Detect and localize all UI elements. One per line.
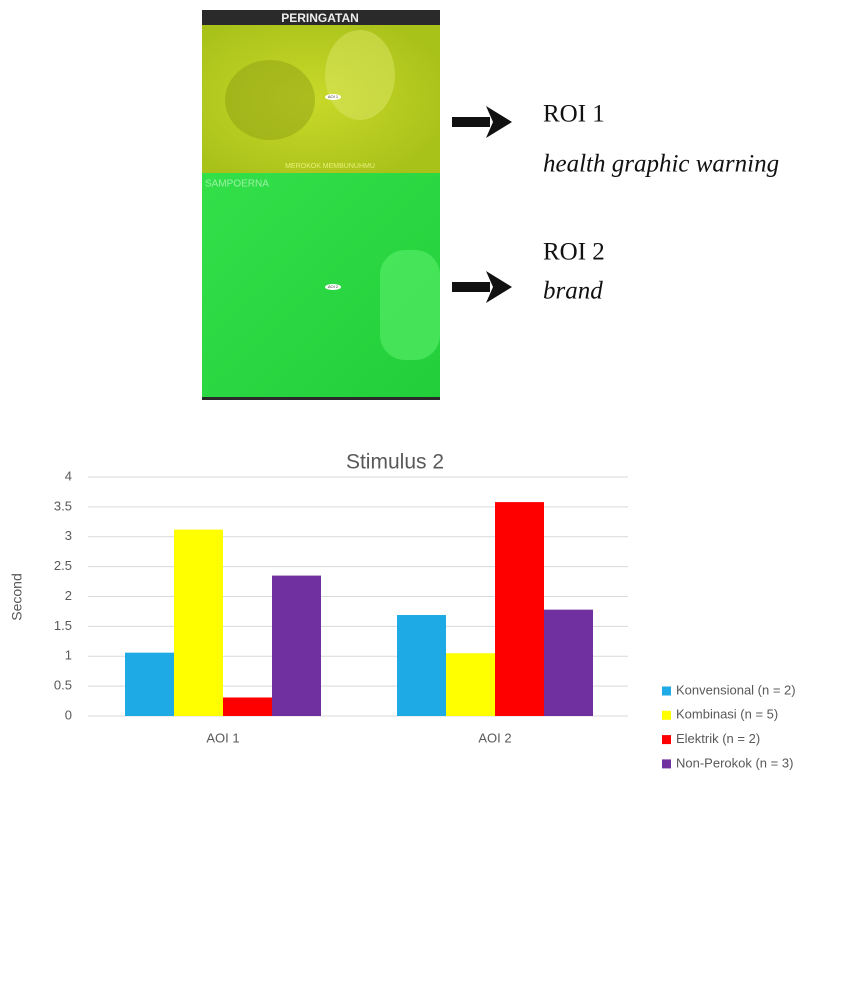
pack-text: AOI 1 (328, 94, 339, 99)
y-tick-label: 2 (65, 588, 72, 603)
x-tick-label: AOI 2 (478, 730, 511, 745)
y-tick-label: 0.5 (54, 678, 72, 693)
arrow (452, 106, 512, 138)
logo-shape (380, 250, 440, 360)
y-tick-label: 3.5 (54, 498, 72, 513)
y-tick-label: 3 (65, 528, 72, 543)
bar (174, 530, 223, 716)
y-tick-label: 0 (65, 707, 72, 722)
y-axis-label: Second (9, 573, 25, 620)
bar (495, 502, 544, 716)
y-tick-label: 1 (65, 648, 72, 663)
bar (223, 697, 272, 716)
pack-text: PERINGATAN (281, 11, 359, 25)
pack-text: MEROKOK MEMBUNUHMU (285, 163, 375, 170)
x-tick-label: AOI 1 (206, 730, 239, 745)
y-tick-label: 1.5 (54, 618, 72, 633)
roi-description: brand (543, 278, 603, 305)
legend-swatch (662, 759, 671, 768)
pack-text: SAMPOERNA (205, 179, 269, 190)
y-tick-label: 2.5 (54, 558, 72, 573)
legend-swatch (662, 735, 671, 744)
legend-swatch (662, 687, 671, 696)
chart-title: Stimulus 2 (346, 451, 444, 474)
plot: 0 0.5 1 1.5 2 2.5 3 3.5 4 AOI 1 AOI 2 Konvensional … (54, 468, 796, 770)
pack-image: PERINGATAN MEROKOK MEMBUNUHMU SAMPOERNA … (202, 10, 440, 400)
bar (125, 653, 174, 716)
legend-swatch (662, 711, 671, 720)
bar (544, 610, 593, 716)
legend-label: Non-Perokok (n = 3) (676, 755, 793, 770)
photo-shade (225, 60, 315, 140)
bar (272, 576, 321, 716)
bar (397, 615, 446, 716)
legend-label: Kombinasi (n = 5) (676, 707, 778, 722)
photo-shade (325, 30, 395, 120)
legend-label: Konvensional (n = 2) (676, 682, 796, 697)
arrow (452, 271, 512, 303)
y-tick-label: 4 (65, 468, 72, 483)
legend-label: Elektrik (n = 2) (676, 731, 760, 746)
roi-description: health graphic warning (543, 151, 779, 178)
page: PERINGATAN MEROKOK MEMBUNUHMU SAMPOERNA … (0, 0, 860, 1004)
roi-label: ROI 1 (543, 101, 605, 128)
pack-text: AOI 2 (328, 284, 339, 289)
bar (446, 653, 495, 716)
roi-label: ROI 2 (543, 239, 605, 266)
